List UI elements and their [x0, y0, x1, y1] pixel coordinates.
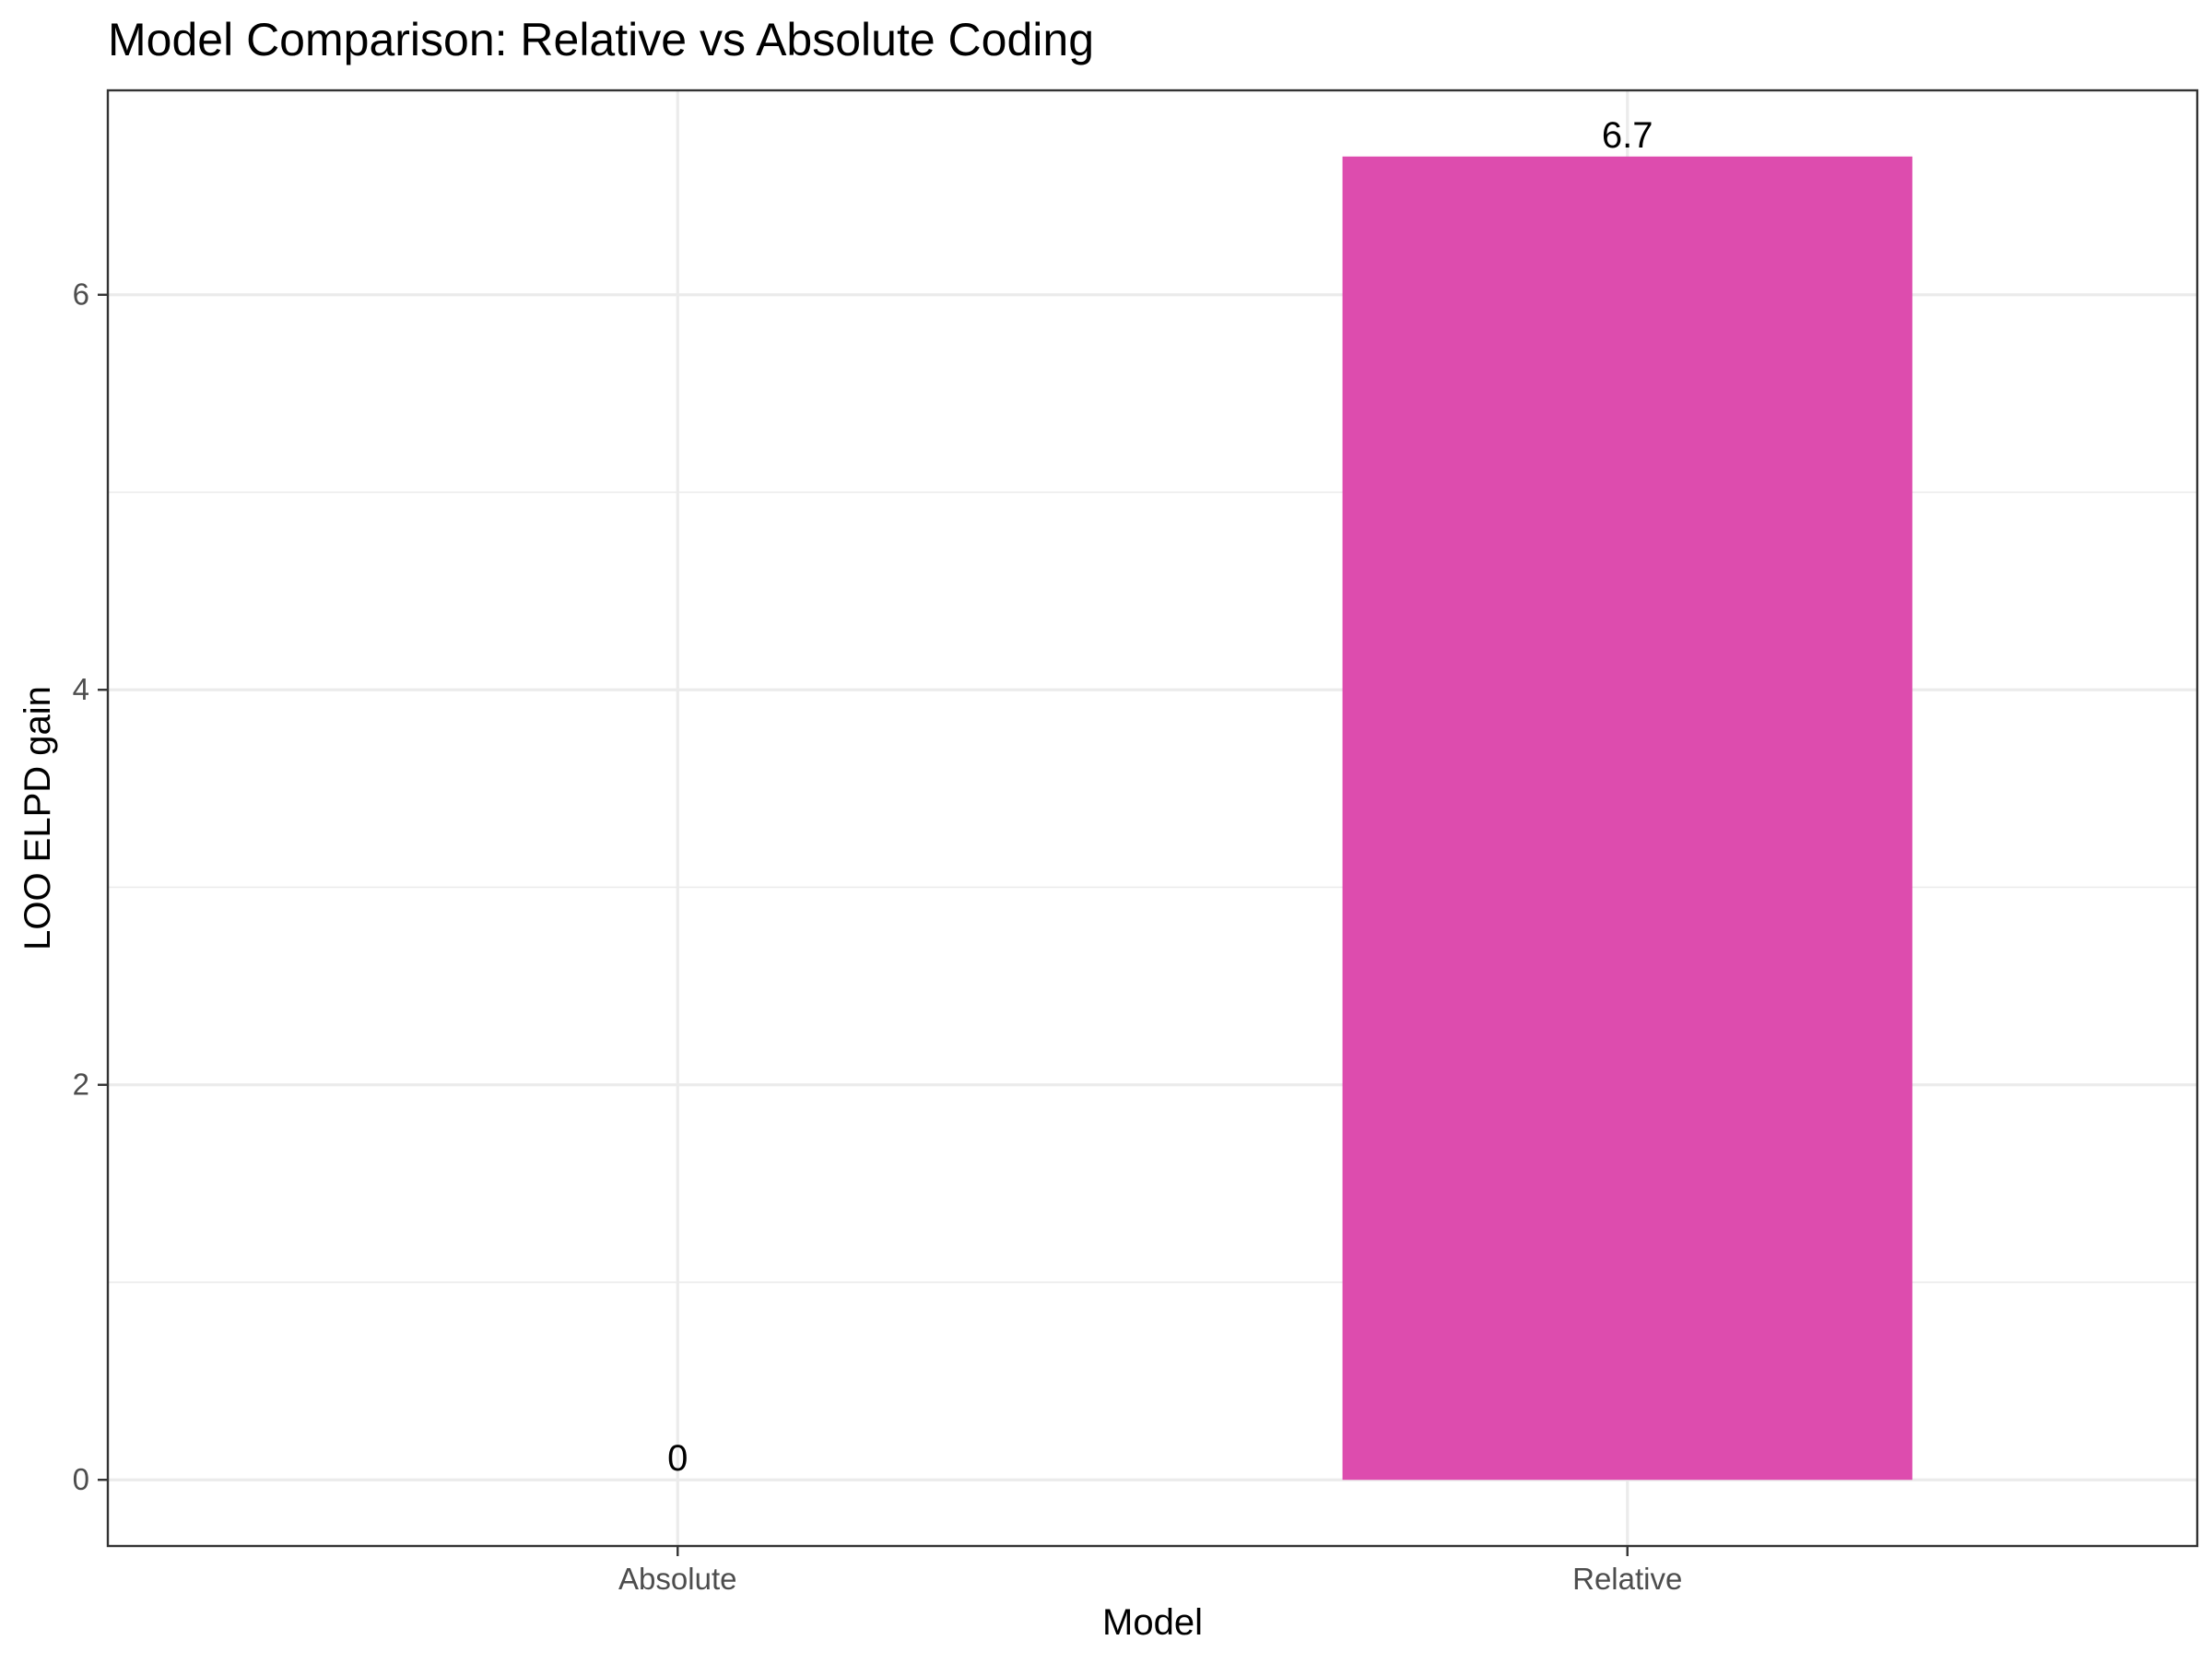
y-axis: 0 2 4 6 — [73, 277, 108, 1496]
x-tick-label: Absolute — [618, 1562, 736, 1596]
panel-border — [106, 89, 2199, 1548]
data-labels: 06.7 — [667, 115, 1653, 1479]
y-axis-title: LOO ELPD gain — [18, 686, 58, 950]
y-tick-label: 2 — [73, 1068, 89, 1102]
bars — [1342, 156, 1912, 1481]
chart-title: Model Comparison: Relative vs Absolute C… — [108, 14, 1094, 65]
bar-relative — [1342, 156, 1912, 1481]
x-axis: Absolute Relative — [618, 1546, 1682, 1596]
x-axis-title: Model — [1102, 1602, 1203, 1643]
x-tick-label: Relative — [1572, 1562, 1682, 1596]
data-label-relative: 6.7 — [1602, 115, 1653, 156]
y-tick-label: 4 — [73, 672, 89, 706]
y-tick-label: 6 — [73, 277, 89, 312]
y-tick-label: 0 — [73, 1462, 89, 1496]
data-label-absolute: 0 — [667, 1438, 688, 1479]
